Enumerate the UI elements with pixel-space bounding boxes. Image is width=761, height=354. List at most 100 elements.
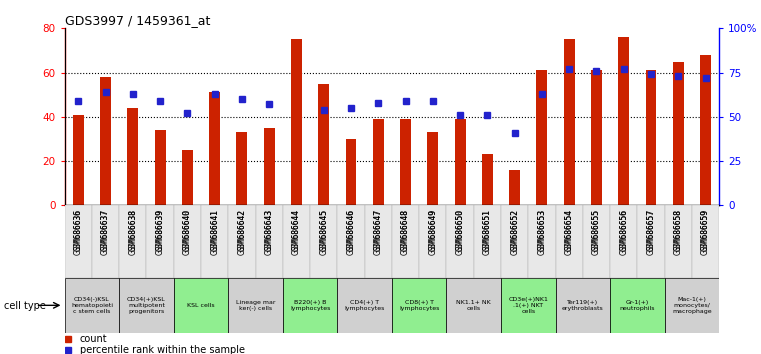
Text: CD8(+) T
lymphocytes: CD8(+) T lymphocytes	[399, 300, 439, 311]
Bar	[73, 115, 84, 205]
Bar	[146, 205, 174, 278]
Bar	[482, 154, 493, 205]
Bar	[65, 278, 119, 333]
Text: percentile rank within the sample: percentile rank within the sample	[80, 345, 245, 354]
Text: GSM686641: GSM686641	[210, 209, 219, 255]
Bar	[428, 132, 438, 205]
Bar	[501, 205, 528, 278]
Text: GSM686654: GSM686654	[565, 209, 574, 255]
Bar	[209, 92, 220, 205]
Text: KSL cells: KSL cells	[187, 303, 215, 308]
Text: CD4(+) T
lymphocytes: CD4(+) T lymphocytes	[345, 300, 385, 311]
Text: B220(+) B
lymphocytes: B220(+) B lymphocytes	[290, 300, 330, 311]
Bar	[501, 278, 556, 333]
Bar	[174, 205, 201, 278]
Text: GSM686653: GSM686653	[537, 209, 546, 255]
Bar	[154, 130, 166, 205]
Bar	[454, 119, 466, 205]
Bar	[700, 55, 711, 205]
Text: GSM686643: GSM686643	[265, 209, 274, 251]
Text: GSM686642: GSM686642	[237, 209, 247, 255]
Text: GSM686656: GSM686656	[619, 209, 628, 255]
Text: GSM686659: GSM686659	[701, 209, 710, 255]
Bar	[664, 278, 719, 333]
Text: GSM686655: GSM686655	[592, 209, 601, 255]
Text: GSM686636: GSM686636	[74, 209, 83, 255]
Bar	[291, 39, 302, 205]
Bar	[264, 128, 275, 205]
Text: GSM686650: GSM686650	[456, 209, 464, 255]
Text: GSM686639: GSM686639	[156, 209, 164, 255]
Text: NK1.1+ NK
cells: NK1.1+ NK cells	[457, 300, 491, 311]
Text: CD34(+)KSL
multipotent
progenitors: CD34(+)KSL multipotent progenitors	[127, 297, 166, 314]
Text: GSM686656: GSM686656	[619, 209, 628, 251]
Bar	[119, 278, 174, 333]
Text: GSM686636: GSM686636	[74, 209, 83, 251]
Bar	[591, 70, 602, 205]
Bar	[337, 278, 392, 333]
Text: GSM686651: GSM686651	[483, 209, 492, 255]
Bar	[473, 205, 501, 278]
Bar	[92, 205, 119, 278]
Bar	[337, 205, 365, 278]
Bar	[447, 278, 501, 333]
Text: GSM686646: GSM686646	[346, 209, 355, 251]
Text: Ter119(+)
erythroblasts: Ter119(+) erythroblasts	[562, 300, 603, 311]
Bar	[610, 205, 638, 278]
Text: GSM686651: GSM686651	[483, 209, 492, 251]
Text: GSM686647: GSM686647	[374, 209, 383, 255]
Bar	[618, 37, 629, 205]
Text: CD3e(+)NK1
.1(+) NKT
cells: CD3e(+)NK1 .1(+) NKT cells	[508, 297, 548, 314]
Text: GSM686644: GSM686644	[292, 209, 301, 255]
Text: GSM686638: GSM686638	[129, 209, 137, 251]
Bar	[537, 70, 547, 205]
Bar	[400, 119, 411, 205]
Bar	[182, 150, 193, 205]
Bar	[564, 39, 575, 205]
Text: GSM686657: GSM686657	[647, 209, 655, 251]
Bar	[228, 278, 283, 333]
Text: CD34(-)KSL
hematopoieti
c stem cells: CD34(-)KSL hematopoieti c stem cells	[71, 297, 113, 314]
Bar	[645, 70, 657, 205]
Bar	[528, 205, 556, 278]
Text: GSM686654: GSM686654	[565, 209, 574, 251]
Bar	[610, 278, 664, 333]
Text: Lineage mar
ker(-) cells: Lineage mar ker(-) cells	[236, 300, 275, 311]
Bar	[201, 205, 228, 278]
Text: GSM686640: GSM686640	[183, 209, 192, 251]
Bar	[100, 77, 111, 205]
Text: GSM686657: GSM686657	[647, 209, 655, 255]
Bar	[556, 278, 610, 333]
Bar	[664, 205, 692, 278]
Bar	[237, 132, 247, 205]
Text: GSM686659: GSM686659	[701, 209, 710, 251]
Bar	[256, 205, 283, 278]
Text: GSM686644: GSM686644	[292, 209, 301, 251]
Text: GSM686649: GSM686649	[428, 209, 438, 251]
Bar	[345, 139, 356, 205]
Text: GSM686639: GSM686639	[156, 209, 164, 251]
Text: cell type: cell type	[4, 301, 46, 311]
Bar	[583, 205, 610, 278]
Text: GSM686646: GSM686646	[346, 209, 355, 255]
Bar	[509, 170, 520, 205]
Bar	[318, 84, 330, 205]
Bar	[673, 62, 683, 205]
Bar	[228, 205, 256, 278]
Text: GSM686640: GSM686640	[183, 209, 192, 255]
Text: GSM686642: GSM686642	[237, 209, 247, 251]
Text: GSM686645: GSM686645	[320, 209, 328, 255]
Bar	[119, 205, 146, 278]
Text: GSM686648: GSM686648	[401, 209, 410, 255]
Text: GSM686647: GSM686647	[374, 209, 383, 251]
Text: GSM686648: GSM686648	[401, 209, 410, 251]
Text: GSM686641: GSM686641	[210, 209, 219, 251]
Bar	[310, 205, 337, 278]
Bar	[556, 205, 583, 278]
Bar	[283, 205, 310, 278]
Bar	[392, 205, 419, 278]
Bar	[127, 108, 139, 205]
Text: GSM686658: GSM686658	[673, 209, 683, 251]
Bar	[692, 205, 719, 278]
Bar	[373, 119, 384, 205]
